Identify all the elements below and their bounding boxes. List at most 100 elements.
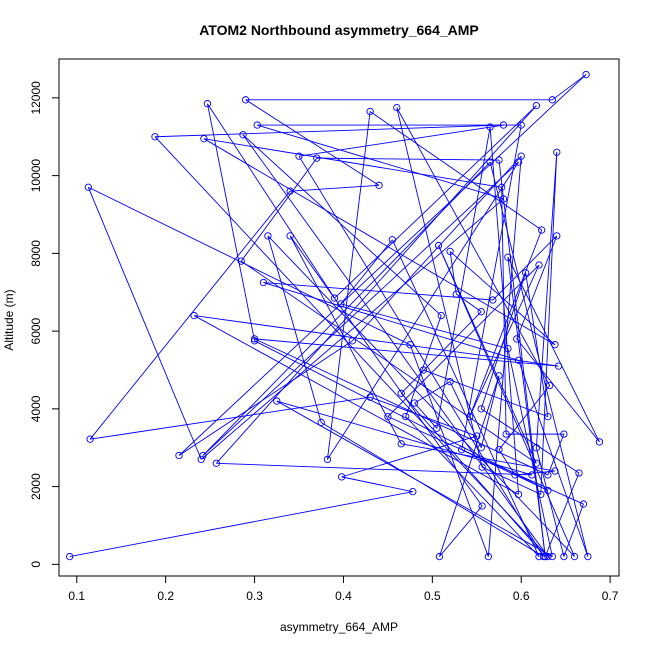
series-segment xyxy=(535,447,565,557)
series-segment xyxy=(326,111,371,460)
data-point xyxy=(242,96,250,104)
data-point xyxy=(295,152,303,160)
data-point xyxy=(595,438,604,446)
series-segment xyxy=(405,416,540,557)
series-segment xyxy=(203,138,556,346)
data-point xyxy=(486,158,494,166)
series-segment xyxy=(257,124,504,200)
series-segment xyxy=(200,198,504,460)
x-tick-label: 0.1 xyxy=(68,589,85,603)
data-point xyxy=(537,490,545,499)
series-segment xyxy=(480,375,500,448)
data-point xyxy=(348,337,356,345)
data-point xyxy=(544,486,552,495)
series-segment xyxy=(544,472,580,557)
series-layer xyxy=(66,70,604,561)
data-point xyxy=(478,502,486,510)
data-point xyxy=(546,381,554,390)
series-segment xyxy=(540,152,558,495)
data-point xyxy=(554,362,563,370)
data-point xyxy=(203,100,212,108)
data-point xyxy=(548,96,556,104)
data-point xyxy=(388,236,396,244)
x-tick-label: 0.3 xyxy=(246,589,263,603)
series-segment xyxy=(414,381,451,404)
series-segment xyxy=(481,466,541,495)
series-segment xyxy=(202,161,491,456)
data-point xyxy=(239,131,247,139)
series-segment xyxy=(396,107,551,386)
data-point xyxy=(393,103,401,112)
x-tick-label: 0.7 xyxy=(602,589,619,603)
series-segment xyxy=(202,161,519,456)
series-segment xyxy=(400,311,482,394)
data-point xyxy=(338,473,346,481)
data-point xyxy=(406,341,414,349)
data-point xyxy=(499,195,508,203)
data-point xyxy=(384,412,392,421)
data-point xyxy=(84,183,92,191)
data-point xyxy=(286,232,294,240)
series-segment xyxy=(369,396,477,437)
y-tick-label: 0 xyxy=(29,561,43,568)
data-point xyxy=(495,156,503,164)
series-segment xyxy=(240,157,318,262)
data-point xyxy=(175,451,183,460)
data-point xyxy=(560,430,568,438)
data-point xyxy=(409,487,417,496)
series-segment xyxy=(387,264,540,417)
series-segment xyxy=(439,375,500,557)
series-segment xyxy=(507,348,553,557)
data-point xyxy=(410,399,419,407)
data-point xyxy=(259,278,268,287)
data-point xyxy=(402,412,410,421)
x-tick-label: 0.4 xyxy=(335,589,352,603)
data-point xyxy=(212,459,220,467)
series-segment xyxy=(178,74,587,456)
series-segment xyxy=(449,251,556,346)
data-point xyxy=(579,500,588,508)
series-segment xyxy=(240,260,537,464)
y-tick-label: 2000 xyxy=(29,473,43,500)
series-segment xyxy=(423,369,549,418)
data-point xyxy=(397,440,405,448)
data-point xyxy=(489,296,497,304)
y-tick-label: 6000 xyxy=(29,317,43,344)
data-point xyxy=(253,121,261,129)
data-point xyxy=(250,335,259,343)
data-point xyxy=(466,412,474,421)
data-point xyxy=(273,397,281,405)
data-point xyxy=(532,459,540,467)
series-segment xyxy=(298,155,544,557)
data-point xyxy=(434,241,443,250)
data-point xyxy=(151,133,159,141)
data-point xyxy=(435,552,444,561)
series-segment xyxy=(396,107,483,468)
data-point xyxy=(544,552,552,561)
data-point xyxy=(446,247,454,256)
data-point xyxy=(504,344,512,353)
y-axis-label: Altitude (m) xyxy=(2,289,16,350)
series-segment xyxy=(439,505,483,557)
series-segment xyxy=(289,235,483,507)
series-segment xyxy=(193,315,519,495)
data-point xyxy=(499,121,508,129)
series-segment xyxy=(290,184,380,192)
data-point xyxy=(337,300,345,308)
series-segment xyxy=(456,293,482,313)
series-segment xyxy=(563,503,584,557)
data-point xyxy=(575,469,583,477)
series-segment xyxy=(207,103,335,299)
series-segment xyxy=(87,187,202,460)
series-segment xyxy=(178,340,353,456)
series-segment xyxy=(334,105,537,299)
data-point xyxy=(560,552,568,561)
x-tick-label: 0.2 xyxy=(157,589,174,603)
series-segment xyxy=(400,393,546,557)
data-point xyxy=(544,471,552,479)
series-segment xyxy=(276,400,533,476)
series-segment xyxy=(507,257,600,443)
data-point xyxy=(199,451,207,460)
data-point xyxy=(433,424,441,432)
